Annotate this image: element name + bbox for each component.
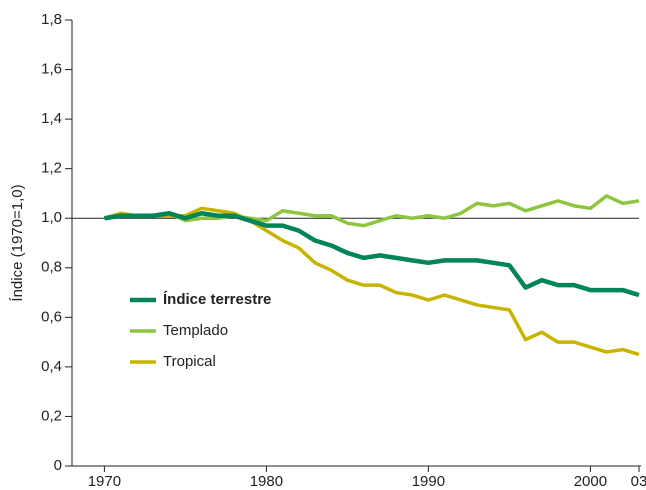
x-tick-label: 03 xyxy=(631,473,646,490)
legend-label: Tropical xyxy=(163,353,216,370)
y-tick-label: 1,8 xyxy=(41,11,62,28)
y-tick-label: 0 xyxy=(54,457,62,474)
y-tick-label: 0,8 xyxy=(41,259,62,276)
y-tick-label: 0,6 xyxy=(41,308,62,325)
series-line xyxy=(103,206,640,357)
y-tick-label: 0,4 xyxy=(41,358,62,375)
legend-label: Templado xyxy=(163,322,228,339)
x-tick-label: 1980 xyxy=(250,473,283,490)
series-line xyxy=(104,194,640,228)
series-line xyxy=(104,211,640,298)
y-tick-label: 1,4 xyxy=(41,110,62,127)
y-tick-label: 1,6 xyxy=(41,61,62,78)
y-tick-label: 1,0 xyxy=(41,209,62,226)
legend-label: Índice terrestre xyxy=(163,291,271,308)
x-tick-label: 2000 xyxy=(574,473,607,490)
x-tick-label: 1970 xyxy=(88,473,121,490)
y-tick-label: 1,2 xyxy=(41,160,62,177)
x-tick-label: 1990 xyxy=(412,473,445,490)
y-tick-label: 0,2 xyxy=(41,407,62,424)
y-axis-label: Índice (1970=1,0) xyxy=(9,184,26,301)
